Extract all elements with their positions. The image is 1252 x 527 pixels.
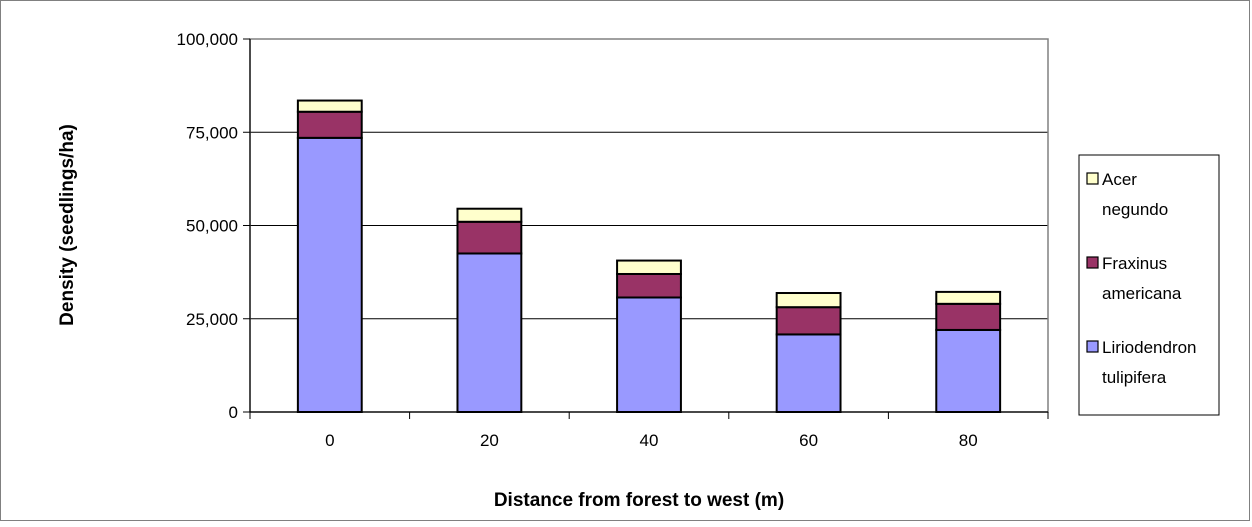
bar-segment: [616, 296, 682, 414]
x-axis-title: Distance from forest to west (m): [494, 490, 784, 511]
legend-label: tulipifera: [1102, 368, 1167, 387]
legend-swatch: [1086, 340, 1099, 353]
legend-label: Fraxinus: [1102, 254, 1167, 273]
y-tick-label: 50,000: [186, 217, 238, 236]
legend-swatch: [1086, 172, 1099, 185]
x-tick-label: 0: [325, 431, 334, 450]
bar-segment: [775, 333, 842, 413]
bar-segment: [296, 99, 363, 113]
y-axis-title: Density (seedlings/ha): [57, 124, 78, 326]
bar-segment: [775, 292, 842, 309]
axes: [243, 38, 1049, 419]
x-tick-label: 20: [480, 431, 499, 450]
bar-segment: [456, 252, 523, 413]
y-tick-label: 0: [229, 403, 238, 422]
legend-label: Liriodendron: [1102, 338, 1197, 357]
x-tick-label: 60: [799, 431, 818, 450]
legend-box: [1078, 154, 1220, 416]
legend-label: negundo: [1102, 200, 1168, 219]
bar-segment: [296, 110, 363, 139]
legend: Acer negundo Fraxinus americana Liriodendron…: [1078, 154, 1220, 416]
bar-segment: [616, 259, 682, 275]
bar-segment: [935, 328, 1002, 413]
bar-segment: [296, 136, 363, 413]
legend-label: americana: [1102, 284, 1182, 303]
x-tick-label: 40: [640, 431, 659, 450]
bar-segment: [456, 220, 523, 255]
y-tick-label: 75,000: [186, 123, 238, 142]
legend-swatch: [1086, 256, 1099, 269]
legend-label: Acer: [1102, 170, 1137, 189]
bar-segment: [775, 306, 842, 336]
tick-labels: 0 25,000 50,000 75,000 100,000 0 20 40 60 80: [177, 30, 978, 450]
bar-segment: [935, 302, 1002, 331]
bars: [296, 99, 1002, 414]
y-tick-label: 100,000: [177, 30, 238, 49]
bar-segment: [456, 207, 523, 223]
bar-segment: [616, 272, 682, 299]
y-tick-label: 25,000: [186, 310, 238, 329]
x-tick-label: 80: [959, 431, 978, 450]
bar-segment: [935, 290, 1002, 305]
